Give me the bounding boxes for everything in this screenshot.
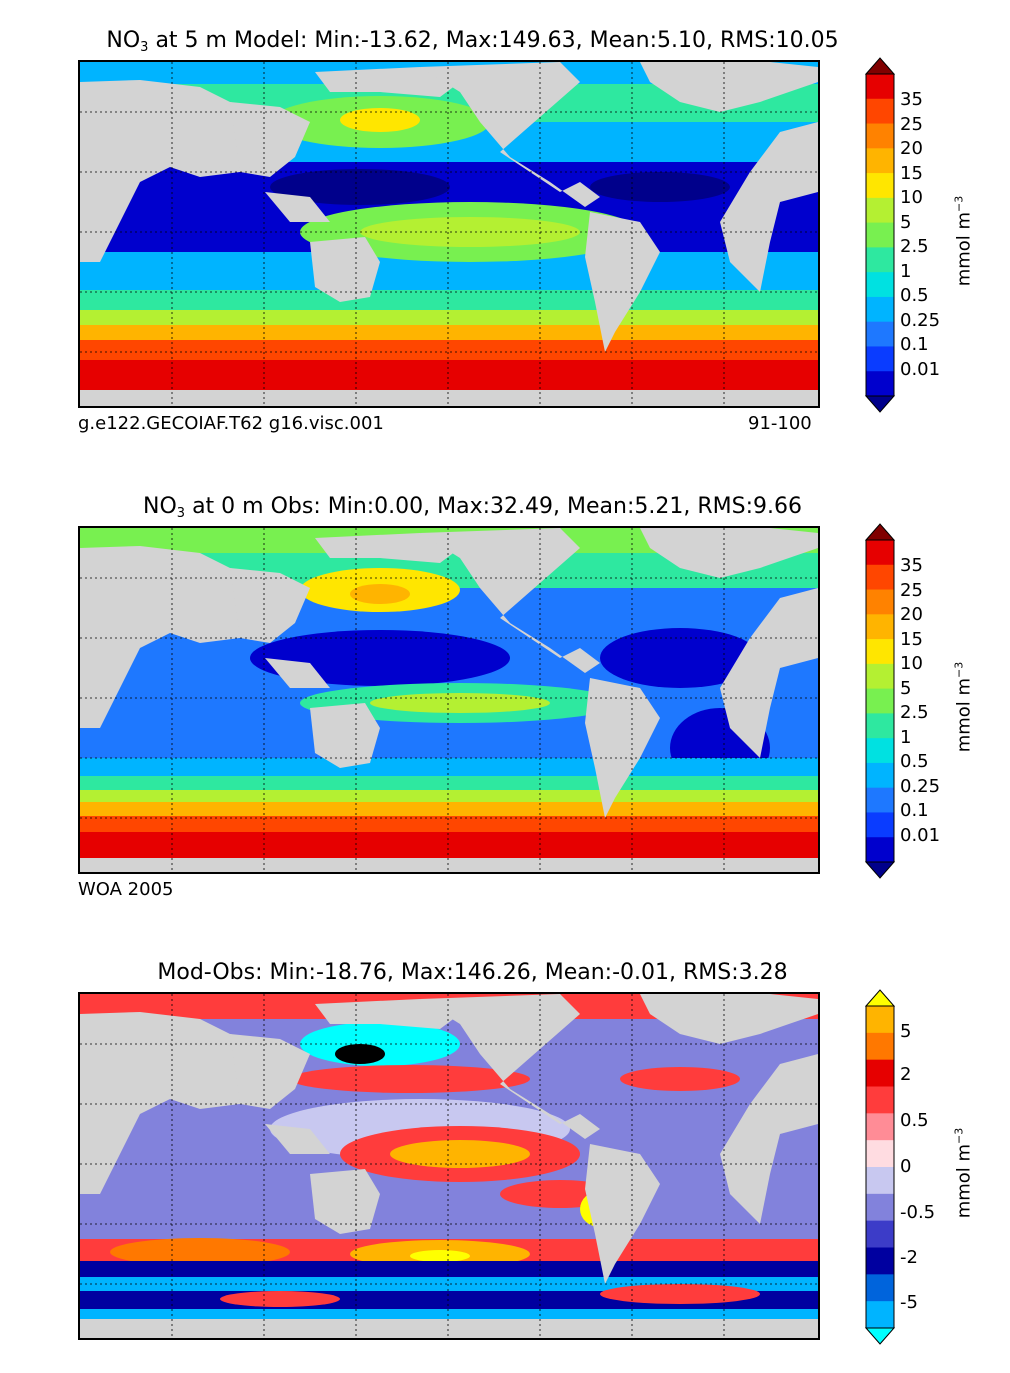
colorbar-segment (866, 762, 894, 789)
colorbar-segment (866, 713, 894, 739)
model-cb-tick: 0.5 (900, 285, 929, 306)
model-cb-tick: 5 (900, 212, 912, 233)
colorbar-segment (866, 1301, 894, 1329)
colorbar-segment (866, 173, 894, 199)
obs-cb-tick: 1 (900, 727, 912, 748)
obs-map-canvas (80, 528, 818, 872)
colorbar-segment (866, 98, 894, 125)
diff-cb-tick: 2 (900, 1064, 912, 1085)
obs-caption-source: WOA 2005 (78, 879, 174, 900)
obs-map (78, 526, 820, 874)
model-caption-years: 91-100 (748, 413, 812, 434)
model-cb-tick: 0.01 (900, 359, 941, 380)
obs-cb-tick: 0.5 (900, 751, 929, 772)
diff-cb-tick: 5 (900, 1021, 912, 1042)
model-colorbar-svg (864, 57, 896, 413)
model-cb-tick: 0.1 (900, 334, 929, 355)
colorbar-segment (866, 589, 894, 615)
obs-cb-tick: 35 (900, 555, 923, 576)
colorbar-segment (866, 1113, 894, 1141)
diff-cb-tick: -2 (900, 1247, 918, 1268)
colorbar-segment (866, 123, 894, 149)
colorbar-extend-min (864, 861, 896, 879)
colorbar-segment (866, 296, 894, 323)
obs-cb-tick: 2.5 (900, 702, 929, 723)
colorbar-segment (866, 1247, 894, 1275)
colorbar-extend-min (864, 1327, 896, 1345)
obs-cb-tick: 10 (900, 653, 923, 674)
colorbar-segment (866, 1193, 894, 1222)
obs-cb-tick: 25 (900, 580, 923, 601)
diff-cb-tick: -0.5 (900, 1202, 936, 1223)
colorbar-segment (866, 564, 894, 591)
diff-colorbar-svg (864, 989, 896, 1345)
colorbar-segment (866, 1006, 894, 1034)
colorbar-segment (866, 148, 894, 174)
colorbar-extend-max (864, 989, 896, 1007)
colorbar-segment (866, 371, 894, 397)
model-map-canvas (80, 62, 818, 406)
obs-title: NO3 at 0 m Obs: Min:0.00, Max:32.49, Mea… (143, 494, 802, 521)
obs-cb-tick: 15 (900, 629, 923, 650)
diff-cb-tick: 0 (900, 1156, 912, 1177)
colorbar-segment (866, 346, 894, 372)
colorbar-segment (866, 1032, 894, 1061)
colorbar-segment (866, 1274, 894, 1302)
obs-cb-tick: 0.1 (900, 800, 929, 821)
diff-map-canvas (80, 994, 818, 1338)
model-panel: NO3 at 5 m Model: Min:-13.62, Max:149.63… (0, 0, 1010, 460)
colorbar-segment (866, 688, 894, 714)
colorbar-segment (866, 787, 894, 813)
colorbar-segment (866, 540, 894, 566)
model-cb-tick: 20 (900, 138, 923, 159)
diff-units-label: mmol m−3 (952, 1127, 975, 1219)
colorbar-segment (866, 663, 894, 690)
colorbar-segment (866, 222, 894, 248)
model-map (78, 60, 820, 408)
model-cb-tick: 10 (900, 187, 923, 208)
obs-cb-tick: 0.25 (900, 776, 941, 797)
diff-colorbar (864, 989, 896, 1345)
obs-cb-tick: 20 (900, 604, 923, 625)
colorbar-segment (866, 74, 894, 100)
model-cb-tick: 15 (900, 163, 923, 184)
model-colorbar (864, 57, 896, 413)
colorbar-segment (866, 812, 894, 838)
model-cb-tick: 2.5 (900, 236, 929, 257)
colorbar-segment (866, 738, 894, 764)
colorbar-segment (866, 614, 894, 640)
obs-cb-tick: 0.01 (900, 825, 941, 846)
diff-cb-tick: 0.5 (900, 1110, 929, 1131)
colorbar-segment (866, 272, 894, 298)
colorbar-extend-min (864, 395, 896, 413)
obs-cb-tick: 5 (900, 678, 912, 699)
colorbar-segment (866, 1086, 894, 1114)
colorbar-segment (866, 1059, 894, 1087)
model-cb-tick: 1 (900, 261, 912, 282)
model-cb-tick: 35 (900, 89, 923, 110)
obs-colorbar-svg (864, 523, 896, 879)
colorbar-segment (866, 321, 894, 347)
diff-map (78, 992, 820, 1340)
model-title: NO3 at 5 m Model: Min:-13.62, Max:149.63… (106, 28, 839, 55)
colorbar-segment (866, 1140, 894, 1168)
colorbar-segment (866, 837, 894, 863)
obs-panel: NO3 at 0 m Obs: Min:0.00, Max:32.49, Mea… (78, 494, 974, 900)
diff-title: Mod-Obs: Min:-18.76, Max:146.26, Mean:-0… (157, 960, 788, 985)
colorbar-segment (866, 1220, 894, 1248)
obs-colorbar (864, 523, 896, 879)
diff-cb-tick: -5 (900, 1292, 918, 1313)
model-cb-tick: 0.25 (900, 310, 941, 331)
colorbar-segment (866, 1167, 894, 1195)
model-cb-tick: 25 (900, 114, 923, 135)
colorbar-segment (866, 197, 894, 224)
colorbar-segment (866, 639, 894, 665)
model-caption-run: g.e122.GECOIAF.T62 g16.visc.001 (78, 413, 384, 434)
colorbar-segment (866, 247, 894, 273)
